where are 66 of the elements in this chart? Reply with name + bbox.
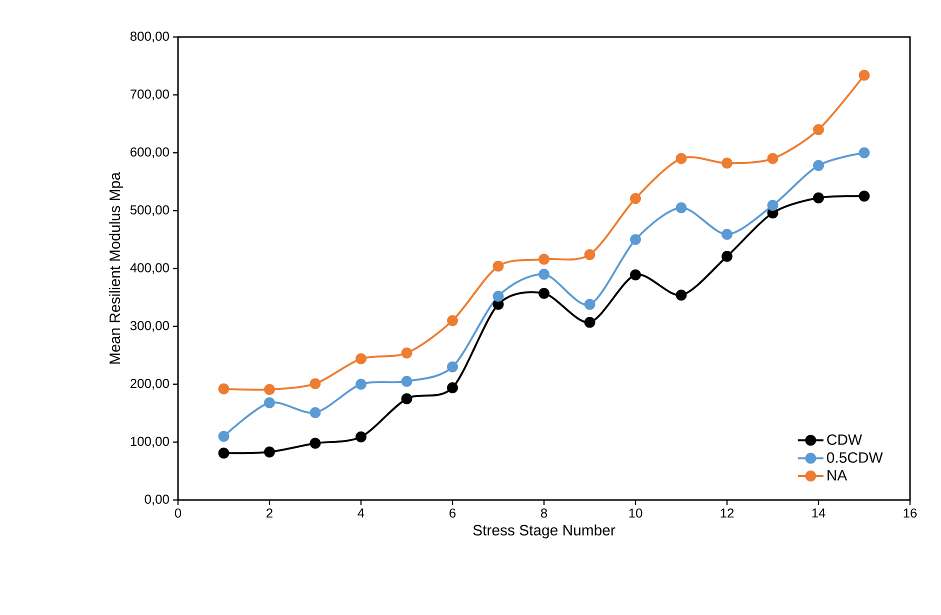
legend-label: 0.5CDW <box>826 452 883 463</box>
point <box>722 250 732 262</box>
y-tick-label: 700,00 <box>130 90 169 100</box>
point <box>310 378 321 390</box>
point <box>264 397 275 408</box>
point <box>722 158 732 169</box>
point <box>492 290 504 302</box>
point <box>630 269 641 280</box>
point <box>310 438 321 449</box>
point <box>218 383 230 394</box>
point <box>492 260 504 272</box>
point <box>447 315 458 326</box>
point <box>676 153 687 164</box>
x-tick-label: 2 <box>266 508 272 518</box>
point <box>676 290 687 301</box>
point <box>858 70 870 81</box>
point <box>264 446 275 458</box>
point <box>813 124 824 136</box>
point <box>584 249 596 260</box>
point <box>401 393 412 404</box>
point <box>401 348 412 358</box>
y-tick-label: 200,00 <box>130 378 169 390</box>
point <box>356 353 366 364</box>
point <box>813 192 824 204</box>
y-tick-label: 100,00 <box>130 436 169 448</box>
x-tick-label: 4 <box>358 508 364 518</box>
point <box>767 200 778 211</box>
point <box>401 376 412 387</box>
x-tick-label: 10 <box>629 508 642 518</box>
point <box>264 384 275 395</box>
point <box>218 448 230 459</box>
legend-label: NA <box>828 470 848 480</box>
y-tick-label: 300,00 <box>130 321 169 332</box>
point <box>630 234 641 246</box>
point <box>813 160 824 171</box>
y-tick-label: 0,00 <box>144 494 169 506</box>
legend-label: CDW <box>827 434 862 445</box>
point <box>538 268 550 280</box>
point <box>356 378 366 390</box>
point <box>722 228 732 240</box>
point <box>676 202 687 214</box>
point <box>630 192 641 204</box>
y-tick-label: 800,00 <box>130 32 169 42</box>
y-tick-label: 600,00 <box>130 147 169 158</box>
x-axis-title: Stress Stage Number <box>473 524 616 538</box>
x-tick-label: 16 <box>904 508 917 518</box>
y-axis-title: Mean Resilient Modulus Mpa <box>109 172 124 364</box>
point <box>538 288 550 299</box>
point <box>356 431 366 442</box>
point <box>858 147 870 158</box>
point <box>218 430 230 442</box>
y-tick-label: 400,00 <box>130 263 169 274</box>
point <box>858 190 870 202</box>
x-tick-label: 0 <box>174 508 182 518</box>
y-tick-label: 500,00 <box>130 205 169 216</box>
point <box>767 153 778 164</box>
point <box>584 298 596 310</box>
point <box>310 407 321 418</box>
point <box>538 254 550 265</box>
x-tick-label: 6 <box>450 508 456 518</box>
x-tick-label: 12 <box>720 508 734 518</box>
point <box>584 316 596 328</box>
point <box>447 382 458 394</box>
x-tick-label: 14 <box>812 508 826 518</box>
point <box>447 361 458 372</box>
x-tick-label: 8 <box>540 508 548 518</box>
